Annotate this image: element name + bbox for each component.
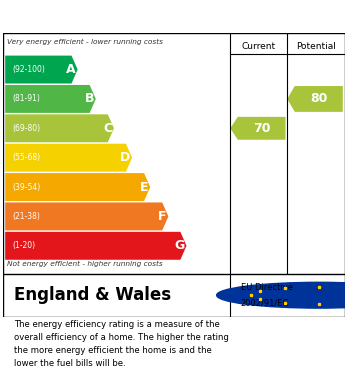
- Text: EU Directive: EU Directive: [240, 283, 293, 292]
- Text: B: B: [85, 92, 94, 106]
- Circle shape: [216, 282, 348, 308]
- Polygon shape: [287, 86, 343, 112]
- Polygon shape: [230, 117, 285, 140]
- Text: Energy Efficiency Rating: Energy Efficiency Rating: [50, 7, 298, 26]
- Text: Potential: Potential: [296, 42, 336, 51]
- Text: 80: 80: [310, 92, 327, 106]
- Polygon shape: [5, 85, 96, 113]
- Text: E: E: [140, 181, 149, 194]
- Polygon shape: [5, 56, 78, 84]
- Polygon shape: [5, 114, 114, 142]
- Text: F: F: [158, 210, 167, 223]
- Text: Very energy efficient - lower running costs: Very energy efficient - lower running co…: [7, 39, 163, 45]
- Text: 70: 70: [253, 122, 270, 135]
- Text: (92-100): (92-100): [12, 65, 45, 74]
- Polygon shape: [5, 232, 187, 260]
- Polygon shape: [5, 144, 132, 172]
- Text: A: A: [66, 63, 76, 76]
- Text: England & Wales: England & Wales: [14, 286, 171, 304]
- Polygon shape: [5, 173, 150, 201]
- Text: G: G: [175, 239, 185, 252]
- Text: D: D: [120, 151, 130, 164]
- Polygon shape: [5, 203, 168, 230]
- Text: (1-20): (1-20): [12, 241, 35, 250]
- Text: (69-80): (69-80): [12, 124, 40, 133]
- Text: 2002/91/EC: 2002/91/EC: [240, 298, 289, 307]
- Text: (39-54): (39-54): [12, 183, 40, 192]
- Text: C: C: [103, 122, 112, 135]
- Text: Current: Current: [242, 42, 276, 51]
- Text: (81-91): (81-91): [12, 95, 40, 104]
- Text: (55-68): (55-68): [12, 153, 40, 162]
- Text: The energy efficiency rating is a measure of the
overall efficiency of a home. T: The energy efficiency rating is a measur…: [14, 320, 229, 368]
- Text: (21-38): (21-38): [12, 212, 40, 221]
- Text: Not energy efficient - higher running costs: Not energy efficient - higher running co…: [7, 261, 163, 267]
